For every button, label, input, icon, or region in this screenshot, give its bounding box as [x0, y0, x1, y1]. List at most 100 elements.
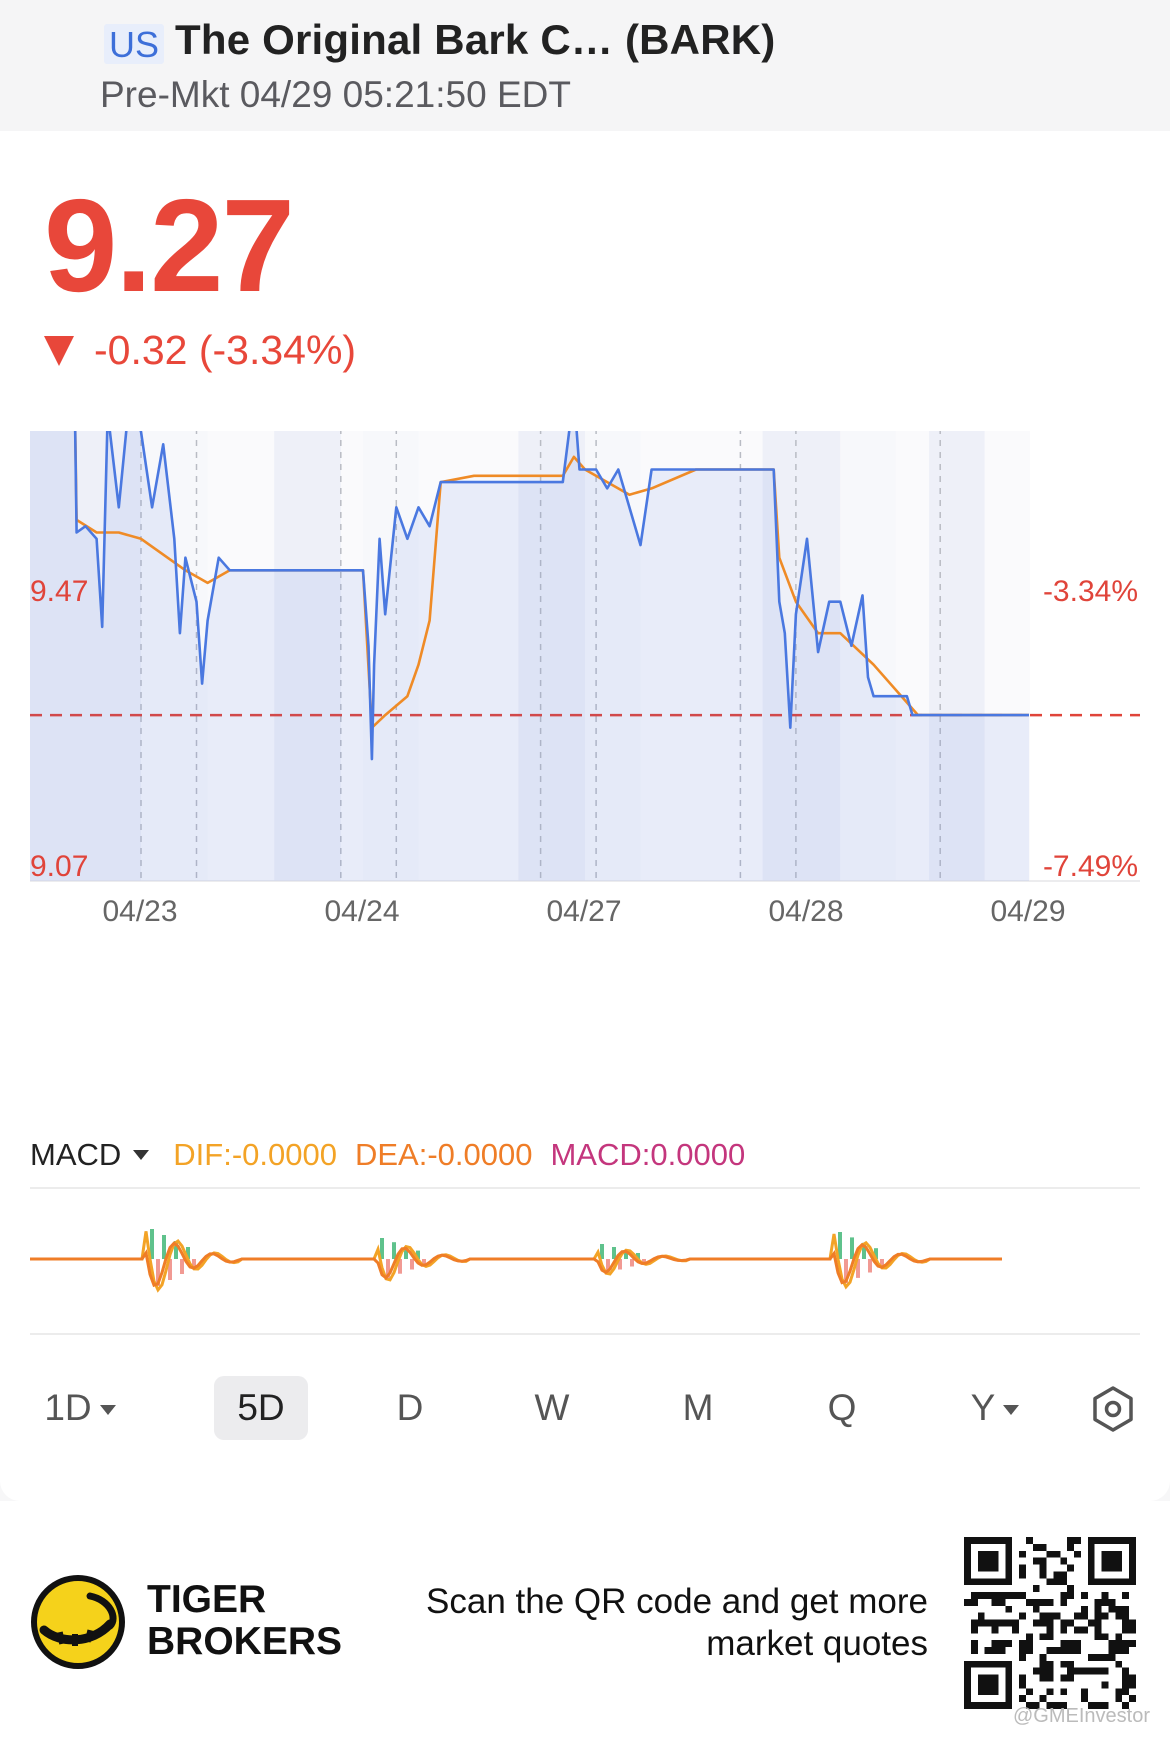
indicator-bar[interactable]: MACD DIF:-0.0000 DEA:-0.0000 MACD:0.0000 — [30, 1137, 745, 1173]
qr-module — [1101, 1633, 1109, 1641]
qr-module — [1094, 1619, 1102, 1627]
macd-histogram-bar — [636, 1253, 640, 1259]
qr-module — [970, 1640, 978, 1648]
qr-module — [1115, 1695, 1123, 1703]
macd-histogram-bar — [386, 1259, 390, 1278]
macd-histogram-bar — [174, 1241, 178, 1259]
qr-code — [964, 1537, 1136, 1709]
qr-module — [1087, 1653, 1095, 1661]
qr-module — [1005, 1605, 1013, 1613]
qr-module — [1060, 1598, 1068, 1606]
qr-module — [1094, 1605, 1102, 1613]
qr-module — [1012, 1626, 1020, 1634]
qr-module — [1094, 1612, 1102, 1620]
dif-value: DIF:-0.0000 — [173, 1137, 337, 1172]
qr-module — [1019, 1550, 1026, 1558]
period-y[interactable]: Y — [950, 1376, 1040, 1440]
macd-histogram-bar — [180, 1259, 184, 1274]
period-5d[interactable]: 5D — [214, 1376, 308, 1440]
qr-module — [1122, 1681, 1130, 1689]
qr-module — [964, 1598, 971, 1606]
qr-module — [1039, 1695, 1047, 1703]
qr-module — [1039, 1660, 1047, 1668]
macd-histogram-bar — [630, 1259, 634, 1267]
qr-module — [1046, 1619, 1054, 1627]
macd-histogram-bar — [606, 1259, 610, 1273]
qr-module — [1060, 1557, 1068, 1565]
x-tick-label: 04/23 — [102, 895, 177, 928]
period-1d[interactable]: 1D — [30, 1376, 130, 1440]
macd-histogram-bar — [380, 1238, 384, 1259]
qr-module — [1115, 1633, 1123, 1641]
qr-module — [998, 1619, 1006, 1627]
qr-module — [1032, 1702, 1040, 1709]
qr-module — [1060, 1702, 1068, 1709]
qr-module — [1046, 1598, 1054, 1606]
session-band — [585, 431, 641, 881]
qr-module — [1005, 1640, 1013, 1648]
session-band — [30, 431, 141, 881]
qr-module — [1101, 1612, 1109, 1620]
qr-module — [1108, 1598, 1116, 1606]
qr-module — [1101, 1667, 1109, 1675]
macd-histogram-bar — [150, 1229, 154, 1259]
qr-module — [1032, 1667, 1040, 1675]
qr-module — [1012, 1619, 1020, 1627]
qr-module — [1046, 1612, 1054, 1620]
price-area — [30, 431, 1029, 881]
qr-module — [1129, 1681, 1136, 1689]
qr-module — [1060, 1647, 1068, 1654]
x-tick-label: 04/27 — [546, 895, 621, 928]
qr-module — [1101, 1681, 1109, 1689]
qr-module — [1039, 1612, 1047, 1620]
qr-module — [1080, 1667, 1088, 1675]
qr-module — [1039, 1543, 1047, 1551]
qr-module — [1039, 1619, 1047, 1627]
period-d[interactable]: D — [396, 1387, 424, 1428]
macd-histogram-bar — [618, 1259, 622, 1270]
qr-module — [1094, 1653, 1102, 1661]
price-chart[interactable]: 9.889.479.070.80%-3.34%-7.49% 04/2304/24… — [0, 431, 1170, 1001]
qr-module — [1080, 1612, 1088, 1620]
qr-module — [1080, 1626, 1088, 1634]
average-line — [73, 431, 1029, 729]
qr-module — [1060, 1688, 1068, 1696]
qr-module — [977, 1592, 985, 1599]
period-selector: 1D 5D D W M Q Y — [0, 1376, 1170, 1466]
qr-finder — [977, 1674, 999, 1696]
qr-module — [1087, 1619, 1095, 1627]
qr-module — [1122, 1592, 1130, 1599]
macd-histogram-bar — [398, 1259, 402, 1274]
qr-module — [1074, 1640, 1081, 1648]
qr-finder — [1101, 1550, 1123, 1572]
quote-card: 9.27 -0.32 (-3.34%) 9.889.479.070.80%-3.… — [0, 131, 1170, 1501]
qr-module — [1122, 1626, 1130, 1634]
qr-module — [998, 1598, 1006, 1606]
qr-module — [1087, 1702, 1095, 1709]
qr-module — [991, 1647, 999, 1654]
qr-module — [1025, 1598, 1033, 1606]
qr-module — [1122, 1619, 1130, 1627]
session-band — [363, 431, 419, 881]
session-band — [274, 431, 341, 881]
tiger-brokers-logo — [31, 1575, 125, 1669]
chevron-down-icon[interactable] — [133, 1150, 150, 1160]
macd-histogram-bar — [192, 1259, 196, 1268]
macd-histogram-bar — [856, 1259, 860, 1278]
qr-module — [991, 1626, 999, 1634]
qr-module — [1122, 1647, 1130, 1654]
qr-module — [1115, 1612, 1123, 1620]
period-q[interactable]: Q — [827, 1387, 857, 1428]
stock-title[interactable]: The Original Bark C… (BARK) — [175, 16, 776, 63]
period-w[interactable]: W — [534, 1387, 570, 1428]
settings-icon[interactable] — [1090, 1386, 1136, 1432]
market-badge: US — [104, 24, 165, 65]
indicator-name[interactable]: MACD — [30, 1137, 122, 1172]
qr-module — [1046, 1550, 1054, 1558]
qr-module — [1060, 1674, 1068, 1682]
period-m[interactable]: M — [682, 1387, 714, 1428]
qr-module — [1046, 1626, 1054, 1634]
qr-module — [1122, 1612, 1130, 1620]
qr-module — [1025, 1633, 1033, 1641]
chevron-down-icon — [99, 1405, 116, 1416]
